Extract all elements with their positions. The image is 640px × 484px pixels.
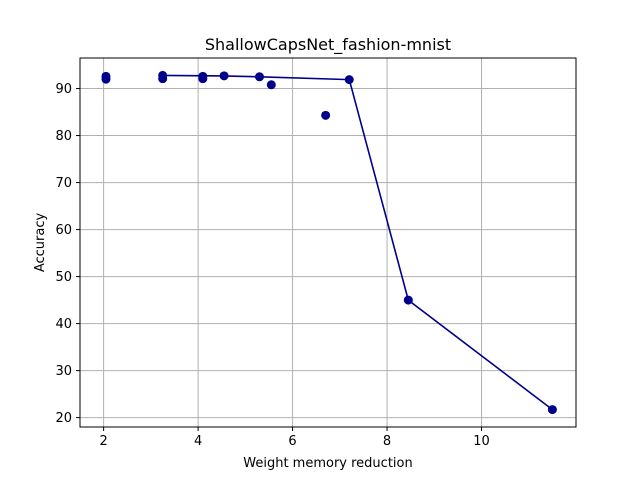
data-point (255, 72, 265, 82)
data-point (198, 74, 208, 84)
y-axis-ticks: 20 30 40 50 60 70 80 90 (55, 82, 80, 426)
x-tick-label: 2 (99, 434, 107, 449)
x-tick-label: 4 (194, 434, 202, 449)
y-tick-label: 60 (55, 223, 72, 238)
data-point (344, 75, 354, 85)
x-axis-label: Weight memory reduction (243, 456, 412, 471)
y-tick-label: 90 (55, 82, 72, 97)
pareto-front-line (162, 74, 553, 411)
data-series (101, 70, 557, 415)
plot-frame (79, 57, 577, 428)
data-point (266, 80, 276, 90)
data-point (158, 74, 168, 84)
data-point (101, 74, 111, 84)
y-tick-label: 80 (55, 129, 72, 144)
y-tick-label: 20 (55, 411, 72, 426)
x-axis-ticks: 2 4 6 8 10 (99, 427, 490, 449)
x-tick-label: 10 (473, 434, 490, 449)
data-point (403, 295, 413, 305)
data-point (219, 71, 229, 81)
y-tick-label: 70 (55, 176, 72, 191)
data-point (547, 405, 557, 415)
y-axis-label: Accuracy (33, 213, 48, 273)
y-tick-label: 50 (55, 270, 72, 285)
y-tick-label: 30 (55, 364, 72, 379)
grid-lines (80, 58, 576, 427)
data-point (321, 110, 331, 120)
chart-title: ShallowCapsNet_fashion-mnist (205, 35, 451, 55)
x-tick-label: 6 (288, 434, 296, 449)
y-tick-label: 40 (55, 317, 72, 332)
x-tick-label: 8 (383, 434, 391, 449)
